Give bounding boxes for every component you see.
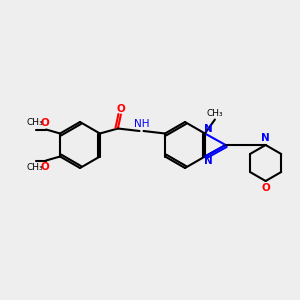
Text: N: N <box>203 124 212 134</box>
Text: N: N <box>203 157 212 166</box>
Text: CH₃: CH₃ <box>27 163 44 172</box>
Text: NH: NH <box>134 119 149 129</box>
Text: O: O <box>116 103 125 113</box>
Text: CH₃: CH₃ <box>27 118 44 127</box>
Text: CH₃: CH₃ <box>207 109 223 118</box>
Text: O: O <box>41 163 50 172</box>
Text: O: O <box>41 118 50 128</box>
Text: O: O <box>261 183 270 193</box>
Text: N: N <box>261 133 270 143</box>
